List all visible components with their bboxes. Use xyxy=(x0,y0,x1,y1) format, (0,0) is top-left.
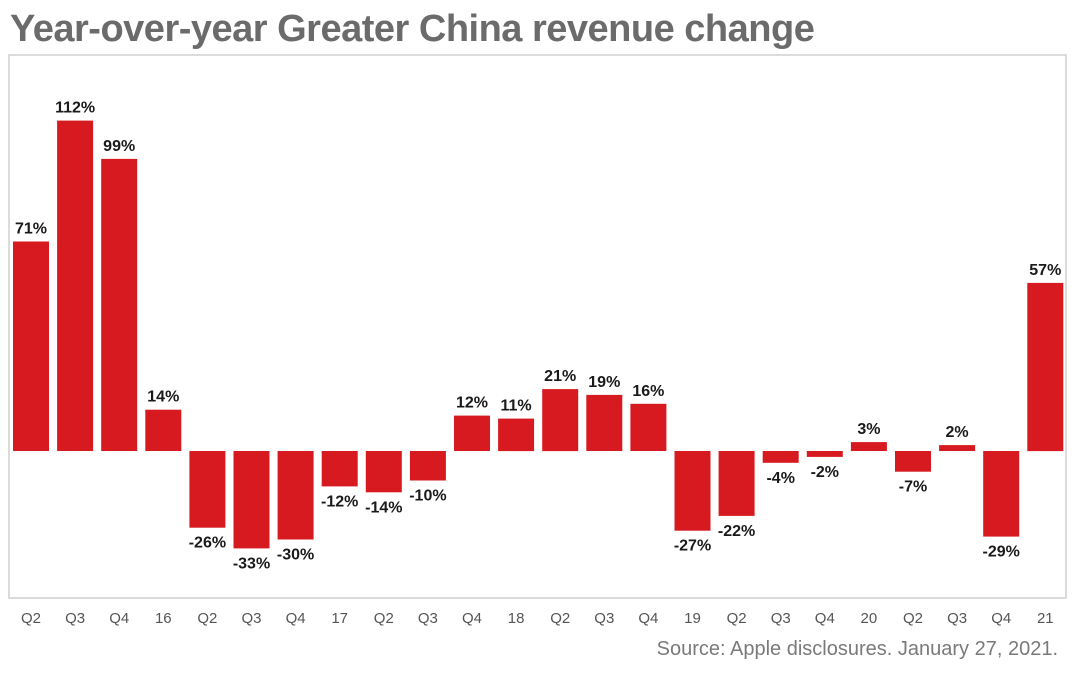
data-label-9: -10% xyxy=(409,488,446,505)
plot-frame xyxy=(8,54,1067,599)
x-tick-label-9: Q3 xyxy=(418,610,438,627)
bar-19 xyxy=(850,442,887,451)
bar-5 xyxy=(233,451,270,549)
data-label-10: 12% xyxy=(456,395,488,412)
data-labels-layer: 71% 112% 99% 14% -26% -33% -30% -12% -14% -10% 12%… xyxy=(15,100,1061,573)
x-tick-label-11: 18 xyxy=(508,610,525,627)
bar-14 xyxy=(630,403,667,451)
bars-layer xyxy=(13,120,1064,549)
data-label-17: -4% xyxy=(766,470,794,487)
bar-17 xyxy=(762,451,799,463)
bar-0 xyxy=(13,241,49,451)
bar-11 xyxy=(498,418,535,452)
x-tick-label-16: Q2 xyxy=(727,610,747,627)
bar-3 xyxy=(145,409,182,451)
bar-23 xyxy=(1027,282,1064,452)
data-label-15: -27% xyxy=(674,538,711,555)
chart-title: Year-over-year Greater China revenue cha… xyxy=(10,8,815,50)
x-tick-label-0: Q2 xyxy=(21,610,41,627)
bar-9 xyxy=(409,451,446,481)
data-label-21: 2% xyxy=(946,424,969,441)
x-tick-label-2: Q4 xyxy=(109,610,129,627)
data-label-23: 57% xyxy=(1029,262,1061,279)
bar-6 xyxy=(277,451,314,540)
bar-20 xyxy=(895,451,931,472)
x-tick-label-17: Q3 xyxy=(771,610,791,627)
data-label-0: 71% xyxy=(15,221,47,238)
data-label-3: 14% xyxy=(147,389,179,406)
data-label-4: -26% xyxy=(189,535,226,552)
x-tick-label-3: 16 xyxy=(155,610,172,627)
data-label-6: -30% xyxy=(277,547,314,564)
data-label-7: -12% xyxy=(321,493,358,510)
data-label-11: 11% xyxy=(501,398,532,415)
x-tick-label-4: Q2 xyxy=(197,610,217,627)
x-tick-label-1: Q3 xyxy=(65,610,85,627)
data-label-19: 3% xyxy=(857,421,880,438)
data-label-5: -33% xyxy=(233,555,270,572)
x-tick-label-23: 21 xyxy=(1037,610,1054,627)
x-tick-label-15: 19 xyxy=(684,610,701,627)
bar-8 xyxy=(365,451,402,493)
data-label-1: 112% xyxy=(55,100,95,117)
bar-2 xyxy=(101,158,138,451)
data-label-13: 19% xyxy=(588,374,620,391)
data-label-16: -22% xyxy=(718,523,755,540)
bar-22 xyxy=(983,451,1020,537)
source-note: Source: Apple disclosures. January 27, 2… xyxy=(656,638,1058,660)
x-tick-label-5: Q3 xyxy=(241,610,261,627)
x-tick-label-19: 20 xyxy=(861,610,878,627)
x-tick-label-20: Q2 xyxy=(903,610,923,627)
x-tick-label-22: Q4 xyxy=(991,610,1011,627)
data-label-14: 16% xyxy=(632,383,664,400)
x-tick-label-7: 17 xyxy=(331,610,348,627)
x-tick-labels: Q2 Q3 Q4 16 Q2 Q3 Q4 17 Q2 Q3 Q4 18 Q2 Q3 Q4 19 Q2 Q3 Q4 20… xyxy=(21,610,1054,627)
data-label-8: -14% xyxy=(365,499,402,516)
x-tick-label-21: Q3 xyxy=(947,610,967,627)
x-tick-label-6: Q4 xyxy=(286,610,306,627)
bar-4 xyxy=(189,451,226,528)
bar-7 xyxy=(321,451,358,487)
x-tick-label-8: Q2 xyxy=(374,610,394,627)
x-tick-label-13: Q3 xyxy=(594,610,614,627)
bar-16 xyxy=(718,451,755,516)
bar-21 xyxy=(939,445,976,451)
bar-1 xyxy=(57,120,94,451)
data-label-2: 99% xyxy=(103,138,135,155)
bar-12 xyxy=(542,389,579,452)
data-label-22: -29% xyxy=(983,544,1020,561)
data-label-20: -7% xyxy=(899,479,927,496)
x-tick-label-12: Q2 xyxy=(550,610,570,627)
data-label-18: -2% xyxy=(811,464,839,481)
x-tick-label-10: Q4 xyxy=(462,610,482,627)
bar-10 xyxy=(454,415,490,451)
x-tick-label-14: Q4 xyxy=(638,610,658,627)
bar-13 xyxy=(586,394,623,451)
bar-18 xyxy=(806,451,843,457)
x-tick-label-18: Q4 xyxy=(815,610,835,627)
data-label-12: 21% xyxy=(544,368,576,385)
bar-15 xyxy=(674,451,711,531)
